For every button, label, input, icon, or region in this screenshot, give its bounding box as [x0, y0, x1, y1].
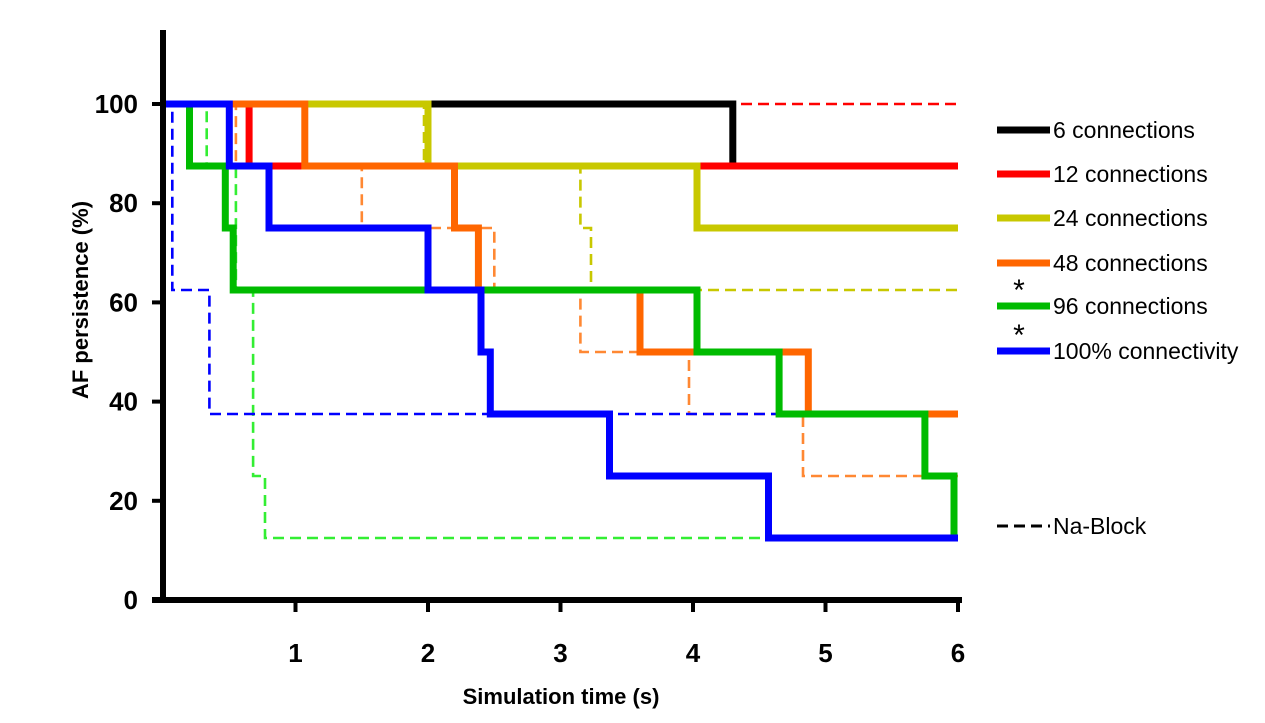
- series-line-96-connections: [163, 100, 958, 542]
- x-tick-label: 3: [553, 638, 567, 668]
- legend-label: 100% connectivity: [1053, 338, 1239, 364]
- series-line-48-connections: [163, 100, 958, 418]
- y-tick-label: 40: [109, 387, 138, 417]
- legend-label: 24 connections: [1053, 205, 1208, 231]
- significance-asterisk: *: [1013, 319, 1025, 352]
- series-line-6-connections: [163, 100, 958, 170]
- legend-label-na-block: Na-Block: [1053, 513, 1147, 539]
- x-axis-title: Simulation time (s): [463, 684, 660, 709]
- series-line-100-connectivity: [163, 100, 958, 542]
- y-tick-label: 0: [124, 585, 138, 615]
- y-axis-title: AF persistence (%): [68, 201, 93, 399]
- x-tick-label: 6: [951, 638, 965, 668]
- y-tick-label: 60: [109, 287, 138, 317]
- series-line-na-block-7-dashed: [163, 102, 958, 292]
- x-tick-label: 1: [288, 638, 302, 668]
- legend-label: 12 connections: [1053, 161, 1208, 187]
- legend-label: 96 connections: [1053, 293, 1208, 319]
- y-tick-label: 80: [109, 188, 138, 218]
- series-line-na-block-10-dashed: [163, 102, 958, 416]
- x-tick-label: 2: [421, 638, 435, 668]
- x-tick-label: 4: [686, 638, 701, 668]
- series-line-24-connections: [163, 100, 958, 232]
- legend-label: 48 connections: [1053, 250, 1208, 276]
- x-tick-label: 5: [818, 638, 832, 668]
- series-line-12-connections: [163, 100, 958, 170]
- legend-label: 6 connections: [1053, 117, 1195, 143]
- y-tick-label: 20: [109, 486, 138, 516]
- axes: 0 20 40 60 80 100 1 2 3 4 5 6 Simulation time (s) AF …: [68, 30, 965, 709]
- y-tick-label: 100: [95, 89, 138, 119]
- series-layer: [163, 100, 958, 542]
- significance-asterisk: *: [1013, 274, 1025, 307]
- legend: 6 connections 12 connections 24 connection…: [997, 117, 1239, 539]
- series-line-na-block-9-dashed: [163, 102, 958, 540]
